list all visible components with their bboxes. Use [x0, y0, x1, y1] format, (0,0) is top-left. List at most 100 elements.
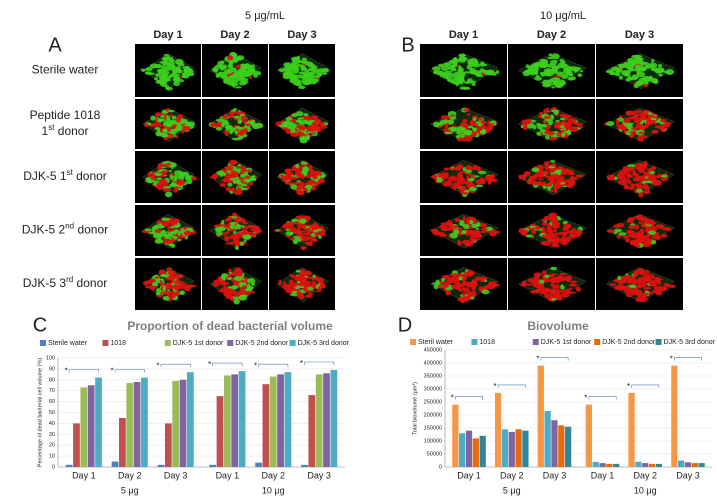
row-label-part: Sterile water: [32, 63, 99, 77]
cell-cluster: [535, 225, 541, 230]
cell-cluster: [648, 230, 657, 235]
cell-cluster: [310, 63, 315, 70]
legend-label: DJK-5 3rd donor: [298, 340, 350, 347]
chart-title: Proportion of dead bacterial volume: [127, 319, 333, 333]
cell-cluster: [239, 281, 243, 288]
bar: [628, 392, 635, 467]
bar: [95, 377, 102, 467]
cell-cluster: [217, 289, 227, 293]
cell-cluster: [154, 224, 160, 229]
cell-cluster: [531, 289, 538, 293]
cell-cluster: [230, 216, 238, 219]
cell-cluster: [622, 279, 628, 283]
cell-cluster: [305, 294, 313, 298]
cell-cluster: [463, 129, 473, 136]
cell-cluster: [618, 232, 627, 236]
cell-cluster: [470, 230, 479, 236]
cell-cluster: [287, 176, 295, 181]
cell-cluster: [541, 270, 547, 275]
cell-cluster: [548, 212, 558, 218]
bar: [209, 464, 217, 467]
cell-cluster: [459, 227, 463, 231]
cell-cluster: [552, 276, 559, 280]
significance-marker: *: [110, 367, 113, 376]
cell-cluster: [311, 283, 317, 288]
bar: [277, 374, 284, 467]
cell-cluster: [144, 285, 151, 289]
bar: [262, 384, 270, 467]
group-label: 10 μg: [262, 485, 285, 495]
x-tick-label: Day 2: [500, 470, 524, 480]
cell-cluster: [158, 75, 168, 81]
cell-cluster: [554, 60, 558, 63]
cell-cluster: [312, 174, 318, 180]
cell-cluster: [183, 69, 189, 73]
cell-cluster: [441, 278, 446, 282]
cell-cluster: [162, 56, 169, 62]
cell-cluster: [615, 68, 623, 73]
cell-cluster: [230, 221, 236, 226]
cell-cluster: [252, 124, 260, 130]
cell-cluster: [157, 69, 165, 73]
cell-cluster: [305, 77, 315, 82]
cell-cluster: [229, 110, 235, 117]
cell-cluster: [524, 283, 534, 286]
cell-cluster: [640, 138, 644, 142]
cell-cluster: [575, 286, 581, 292]
cell-cluster: [234, 275, 243, 282]
cell-cluster: [554, 123, 560, 129]
cell-cluster: [229, 127, 235, 133]
cell-cluster: [235, 86, 242, 89]
cell-cluster: [637, 233, 644, 239]
cell-cluster: [623, 129, 627, 134]
x-tick-label: Day 2: [633, 470, 657, 480]
cell-cluster: [636, 215, 644, 221]
cell-cluster: [159, 65, 163, 68]
cell-cluster: [234, 179, 243, 184]
bar: [648, 463, 656, 467]
cell-cluster: [180, 228, 184, 231]
cell-cluster: [485, 175, 491, 180]
cell-cluster: [243, 178, 253, 183]
row-label-part: DJK-5 2: [22, 223, 66, 237]
cell-cluster: [450, 67, 457, 72]
y-tick-label: 200000: [424, 412, 442, 418]
bar: [111, 461, 119, 467]
cell-cluster: [641, 61, 648, 65]
cell-cluster: [539, 230, 547, 233]
significance-marker: *: [584, 394, 587, 403]
cell-cluster: [532, 281, 536, 286]
cell-cluster: [320, 121, 325, 126]
significance-bracket: [258, 363, 289, 368]
y-tick-label: 70: [49, 388, 55, 394]
cell-cluster: [154, 112, 163, 117]
cell-cluster: [213, 279, 221, 283]
cell-cluster: [172, 235, 178, 240]
bar: [126, 383, 134, 467]
cell-cluster: [551, 86, 555, 89]
cell-cluster: [300, 272, 306, 278]
cell-cluster: [457, 239, 461, 244]
y-axis-label: Total biovolume (μm³): [412, 382, 418, 435]
cell-cluster: [238, 130, 245, 136]
cell-cluster: [553, 186, 558, 192]
cell-cluster: [537, 283, 545, 288]
cell-cluster: [462, 287, 471, 293]
cell-cluster: [169, 174, 174, 181]
cell-cluster: [174, 126, 182, 132]
cell-cluster: [639, 184, 645, 189]
cell-cluster: [618, 170, 628, 176]
cell-cluster: [663, 121, 672, 126]
cell-cluster: [174, 135, 179, 139]
cell-cluster: [172, 76, 181, 83]
cell-cluster: [161, 132, 169, 138]
legend-swatch: [164, 340, 171, 346]
cell-cluster: [538, 279, 545, 284]
cell-cluster: [467, 59, 471, 65]
bar: [671, 365, 678, 467]
bar: [133, 381, 141, 467]
cell-cluster: [219, 172, 224, 177]
row-label-part: st: [67, 168, 74, 177]
cell-cluster: [560, 238, 564, 245]
cell-cluster: [320, 72, 328, 75]
